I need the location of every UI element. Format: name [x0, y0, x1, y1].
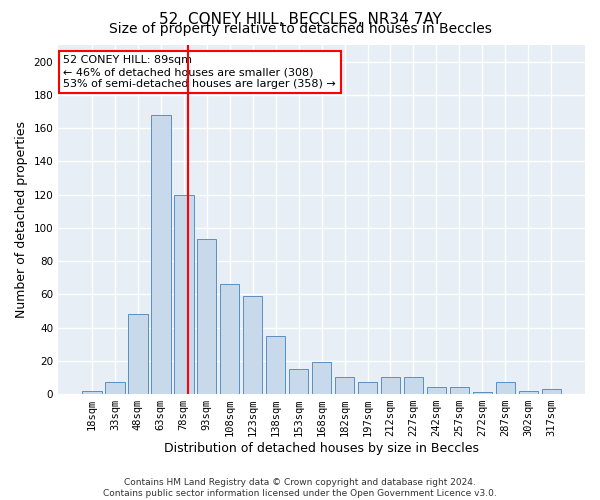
Bar	[82, 391, 101, 394]
Bar	[381, 378, 400, 394]
Bar	[473, 392, 492, 394]
Bar	[174, 194, 194, 394]
Text: 52, CONEY HILL, BECCLES, NR34 7AY: 52, CONEY HILL, BECCLES, NR34 7AY	[158, 12, 442, 28]
Bar	[496, 382, 515, 394]
Bar	[542, 389, 561, 394]
Bar	[518, 391, 538, 394]
Text: 52 CONEY HILL: 89sqm
← 46% of detached houses are smaller (308)
53% of semi-deta: 52 CONEY HILL: 89sqm ← 46% of detached h…	[64, 56, 336, 88]
Bar	[427, 388, 446, 394]
Bar	[312, 362, 331, 394]
Bar	[266, 336, 286, 394]
X-axis label: Distribution of detached houses by size in Beccles: Distribution of detached houses by size …	[164, 442, 479, 455]
Bar	[449, 388, 469, 394]
Bar	[243, 296, 262, 394]
Bar	[197, 240, 217, 394]
Text: Contains HM Land Registry data © Crown copyright and database right 2024.
Contai: Contains HM Land Registry data © Crown c…	[103, 478, 497, 498]
Bar	[220, 284, 239, 394]
Bar	[128, 314, 148, 394]
Bar	[151, 115, 170, 394]
Y-axis label: Number of detached properties: Number of detached properties	[15, 121, 28, 318]
Bar	[404, 378, 423, 394]
Bar	[335, 378, 355, 394]
Bar	[105, 382, 125, 394]
Bar	[289, 369, 308, 394]
Bar	[358, 382, 377, 394]
Text: Size of property relative to detached houses in Beccles: Size of property relative to detached ho…	[109, 22, 491, 36]
